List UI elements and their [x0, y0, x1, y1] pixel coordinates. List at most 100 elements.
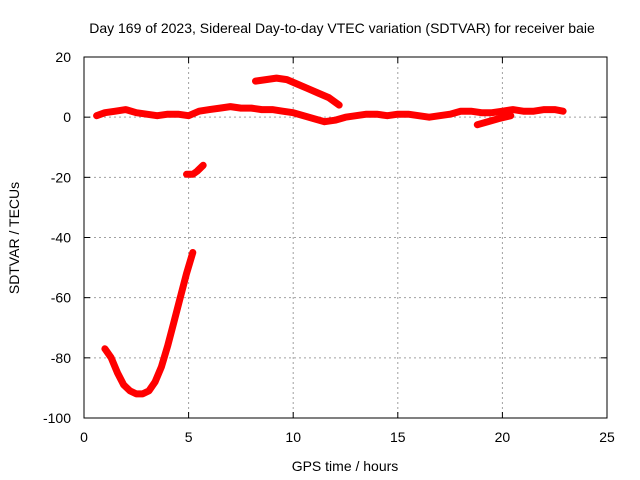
data-point	[185, 112, 192, 119]
x-tick-label: 25	[599, 429, 615, 445]
x-tick-label: 15	[390, 429, 406, 445]
data-point	[258, 106, 265, 113]
data-point	[252, 78, 259, 85]
data-point	[332, 117, 339, 124]
data-point	[193, 168, 200, 175]
data-point	[474, 121, 481, 128]
data-point	[560, 108, 567, 115]
data-point	[436, 112, 443, 119]
x-tick-label: 10	[285, 429, 301, 445]
x-tick-label: 0	[80, 429, 88, 445]
data-point	[551, 106, 558, 113]
data-point	[342, 114, 349, 121]
x-tick-label: 20	[495, 429, 511, 445]
data-point	[457, 108, 464, 115]
data-point	[294, 81, 301, 88]
data-point	[325, 94, 332, 101]
data-point	[127, 387, 134, 394]
series-lower-dip	[473, 112, 515, 129]
y-tick-label: -20	[51, 169, 71, 185]
data-point	[405, 111, 412, 118]
data-point	[177, 294, 184, 301]
data-point	[114, 369, 121, 376]
series-layer	[93, 74, 567, 398]
data-point	[227, 103, 234, 110]
data-point	[216, 105, 223, 112]
data-point	[101, 109, 108, 116]
data-point	[484, 118, 491, 125]
data-point	[152, 378, 159, 385]
data-point	[507, 112, 514, 119]
data-point	[120, 381, 127, 388]
data-point	[108, 354, 115, 361]
y-axis-label: SDTVAR / TECUs	[6, 182, 22, 294]
data-point	[158, 363, 165, 370]
chart-title: Day 169 of 2023, Sidereal Day-to-day VTE…	[89, 20, 595, 36]
data-point	[145, 387, 152, 394]
tick-layer: 0 5 10 15 20 25 -100 -80 -60 -40 -20 0 20	[43, 49, 615, 445]
data-point	[133, 109, 140, 116]
data-point	[363, 111, 370, 118]
data-point	[478, 109, 485, 116]
data-point	[520, 108, 527, 115]
x-axis-label: GPS time / hours	[292, 458, 399, 474]
data-point	[133, 390, 140, 397]
data-point	[269, 106, 276, 113]
data-point	[311, 115, 318, 122]
data-point	[541, 106, 548, 113]
y-tick-label: 20	[55, 49, 71, 65]
data-point	[183, 171, 190, 178]
plot-frame	[83, 56, 608, 419]
data-point	[304, 85, 311, 92]
data-point	[468, 108, 475, 115]
data-point	[336, 102, 343, 109]
series-main-band	[93, 103, 567, 126]
data-point	[206, 106, 213, 113]
data-point	[488, 109, 495, 116]
data-point	[164, 111, 171, 118]
data-point	[164, 342, 171, 349]
data-point	[196, 108, 203, 115]
data-point	[101, 345, 108, 352]
data-point	[373, 111, 380, 118]
data-point	[495, 115, 502, 122]
data-point	[509, 106, 516, 113]
data-point	[170, 318, 177, 325]
data-point	[263, 76, 270, 83]
y-tick-label: -100	[43, 410, 71, 426]
data-point	[394, 111, 401, 118]
data-point	[175, 111, 182, 118]
data-point	[122, 106, 129, 113]
data-point	[321, 118, 328, 125]
data-point	[189, 171, 196, 178]
data-point	[139, 390, 146, 397]
data-point	[283, 76, 290, 83]
data-point	[384, 112, 391, 119]
data-point	[154, 112, 161, 119]
data-point	[183, 270, 190, 277]
y-tick-label: -80	[51, 350, 71, 366]
data-point	[143, 111, 150, 118]
data-point	[290, 109, 297, 116]
series-short-segment	[183, 161, 207, 178]
data-point	[426, 114, 433, 121]
y-tick-label: -60	[51, 290, 71, 306]
data-point	[279, 108, 286, 115]
data-point	[248, 105, 255, 112]
data-point	[237, 105, 244, 112]
data-point	[315, 90, 322, 97]
data-point	[530, 108, 537, 115]
data-point	[352, 112, 359, 119]
data-point	[112, 108, 119, 115]
data-point	[447, 111, 454, 118]
data-point	[189, 249, 196, 256]
data-point	[200, 162, 207, 169]
data-point	[93, 112, 100, 119]
data-point	[273, 75, 280, 82]
y-tick-label: -40	[51, 230, 71, 246]
data-point	[499, 108, 506, 115]
data-point	[300, 112, 307, 119]
data-point	[415, 112, 422, 119]
